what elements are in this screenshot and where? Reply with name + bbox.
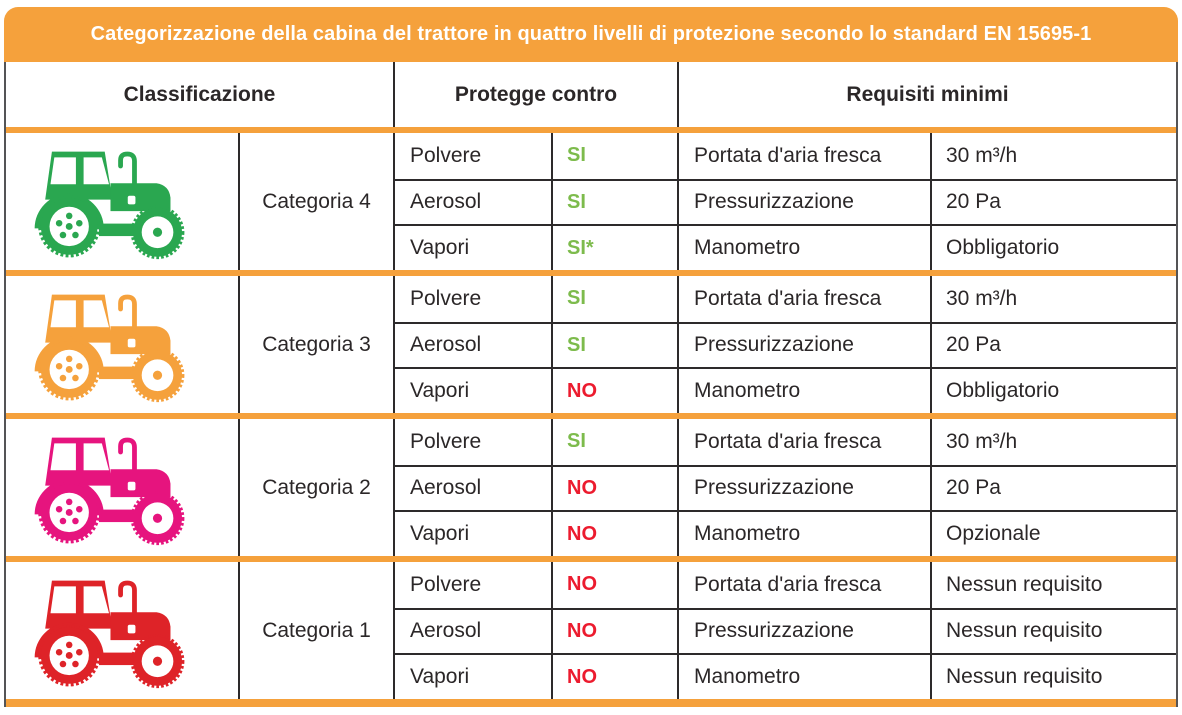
hazard-label: Aerosol	[393, 607, 551, 654]
protection-value: SI	[551, 321, 677, 368]
requirement-value: 20 Pa	[930, 321, 1176, 368]
requirement-value: 30 m³/h	[930, 133, 1176, 179]
hazard-label: Aerosol	[393, 321, 551, 368]
category-label: Categoria 4	[238, 133, 393, 270]
requirement-label: Pressurizzazione	[677, 321, 930, 368]
protection-value: NO	[551, 510, 677, 556]
tractor-icon-cell	[6, 133, 238, 270]
requirement-value: Obbligatorio	[930, 224, 1176, 270]
tractor-icon	[34, 294, 185, 402]
category-label: Categoria 3	[238, 276, 393, 413]
hazard-label: Polvere	[393, 133, 551, 179]
category-row: Categoria 2 Polvere SI Portata d'aria fres…	[6, 413, 1176, 556]
column-header-requisiti-minimi: Requisiti minimi	[677, 62, 1176, 127]
requirement-label: Portata d'aria fresca	[677, 133, 930, 179]
category-row: Categoria 1 Polvere NO Portata d'aria fres…	[6, 556, 1176, 699]
protection-value: NO	[551, 653, 677, 699]
requirement-label: Manometro	[677, 224, 930, 270]
column-header-row: Classificazione Protegge contro Requisit…	[6, 62, 1176, 127]
category-label: Categoria 2	[238, 419, 393, 556]
hazard-label: Vapori	[393, 367, 551, 413]
table-title-bar: Categorizzazione della cabina del tratto…	[4, 7, 1178, 62]
hazard-label: Aerosol	[393, 464, 551, 511]
protection-value: NO	[551, 367, 677, 413]
category-row: Categoria 4 Polvere SI Portata d'aria fres…	[6, 127, 1176, 270]
protection-value: SI*	[551, 224, 677, 270]
requirement-value: 20 Pa	[930, 464, 1176, 511]
protection-value: SI	[551, 419, 677, 465]
categorization-table: Categorizzazione della cabina del tratto…	[4, 7, 1178, 707]
tractor-icon	[34, 151, 185, 259]
hazard-label: Vapori	[393, 653, 551, 699]
category-blocks: Categoria 4 Polvere SI Portata d'aria fres…	[6, 127, 1176, 699]
protection-value: SI	[551, 276, 677, 322]
requirement-label: Portata d'aria fresca	[677, 419, 930, 465]
tractor-icon-cell	[6, 562, 238, 699]
tractor-icon	[34, 580, 185, 688]
hazard-label: Vapori	[393, 224, 551, 270]
requirement-value: Opzionale	[930, 510, 1176, 556]
column-header-protegge-contro: Protegge contro	[393, 62, 677, 127]
hazard-label: Polvere	[393, 419, 551, 465]
protection-value: SI	[551, 133, 677, 179]
requirement-label: Pressurizzazione	[677, 178, 930, 225]
column-header-classificazione: Classificazione	[123, 82, 276, 106]
hazard-label: Polvere	[393, 276, 551, 322]
hazard-label: Polvere	[393, 562, 551, 608]
requirement-label: Pressurizzazione	[677, 464, 930, 511]
hazard-label: Vapori	[393, 510, 551, 556]
requirement-label: Manometro	[677, 653, 930, 699]
protection-value: NO	[551, 562, 677, 608]
category-label: Categoria 1	[238, 562, 393, 699]
category-row: Categoria 3 Polvere SI Portata d'aria fres…	[6, 270, 1176, 413]
requirement-value: 20 Pa	[930, 178, 1176, 225]
requirement-value: Nessun requisito	[930, 562, 1176, 608]
table-body: Classificazione Protegge contro Requisit…	[4, 62, 1178, 707]
requirement-label: Portata d'aria fresca	[677, 562, 930, 608]
requirement-value: 30 m³/h	[930, 276, 1176, 322]
table-title: Categorizzazione della cabina del tratto…	[90, 23, 1092, 45]
requirement-label: Manometro	[677, 510, 930, 556]
protection-value: NO	[551, 607, 677, 654]
requirement-value: Nessun requisito	[930, 653, 1176, 699]
requirement-value: Obbligatorio	[930, 367, 1176, 413]
hazard-label: Aerosol	[393, 178, 551, 225]
tractor-icon	[34, 437, 185, 545]
requirement-label: Manometro	[677, 367, 930, 413]
tractor-icon-cell	[6, 419, 238, 556]
requirement-value: Nessun requisito	[930, 607, 1176, 654]
bottom-accent-bar	[6, 699, 1176, 707]
tractor-icon-cell	[6, 276, 238, 413]
requirement-label: Pressurizzazione	[677, 607, 930, 654]
requirement-value: 30 m³/h	[930, 419, 1176, 465]
requirement-label: Portata d'aria fresca	[677, 276, 930, 322]
protection-value: SI	[551, 178, 677, 225]
protection-value: NO	[551, 464, 677, 511]
